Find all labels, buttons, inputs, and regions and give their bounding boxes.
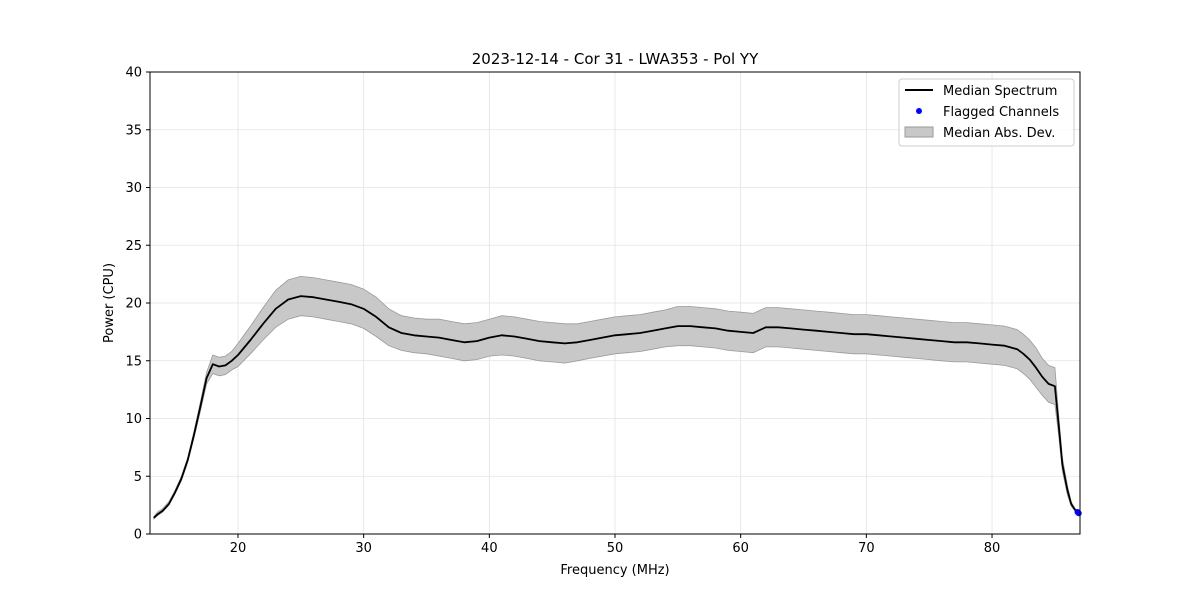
x-axis-label: Frequency (MHz) (560, 563, 669, 578)
x-tick-label: 60 (732, 541, 749, 556)
x-tick-label: 30 (355, 541, 372, 556)
y-tick-label: 10 (125, 412, 142, 427)
y-tick-label: 40 (125, 66, 142, 81)
x-tick-label: 50 (607, 541, 624, 556)
x-tick-label: 40 (481, 541, 498, 556)
y-tick-label: 30 (125, 181, 142, 196)
median-spectrum-path (153, 295, 1079, 519)
legend-box (898, 78, 1075, 147)
y-tick-label: 35 (125, 123, 142, 138)
legend-point-swatch (916, 108, 922, 114)
x-tick-label: 80 (984, 541, 1001, 556)
legend: Median Spectrum Flagged Channels Median … (898, 78, 1075, 147)
y-axis-ticks: 0 5 10 15 20 25 30 35 40 (125, 66, 150, 543)
x-tick-label: 20 (230, 541, 247, 556)
y-tick-label: 15 (125, 354, 142, 369)
x-axis-ticks: 20 30 40 50 60 70 80 (230, 534, 1001, 556)
chart-title: 2023-12-14 - Cor 31 - LWA353 - Pol YY (472, 50, 759, 68)
x-tick-label: 70 (858, 541, 875, 556)
y-tick-label: 0 (134, 528, 142, 543)
legend-label-flagged-channels: Flagged Channels (943, 105, 1059, 120)
y-tick-label: 5 (134, 470, 142, 485)
y-tick-label: 20 (125, 297, 142, 312)
y-axis-label: Power (CPU) (102, 263, 117, 343)
median-spectrum-line (153, 295, 1079, 519)
flagged-channel-point (1075, 510, 1082, 517)
legend-label-median-abs-dev: Median Abs. Dev. (943, 126, 1055, 141)
legend-band-swatch (904, 126, 934, 138)
legend-label-median-spectrum: Median Spectrum (943, 84, 1057, 99)
y-tick-label: 25 (125, 239, 142, 254)
